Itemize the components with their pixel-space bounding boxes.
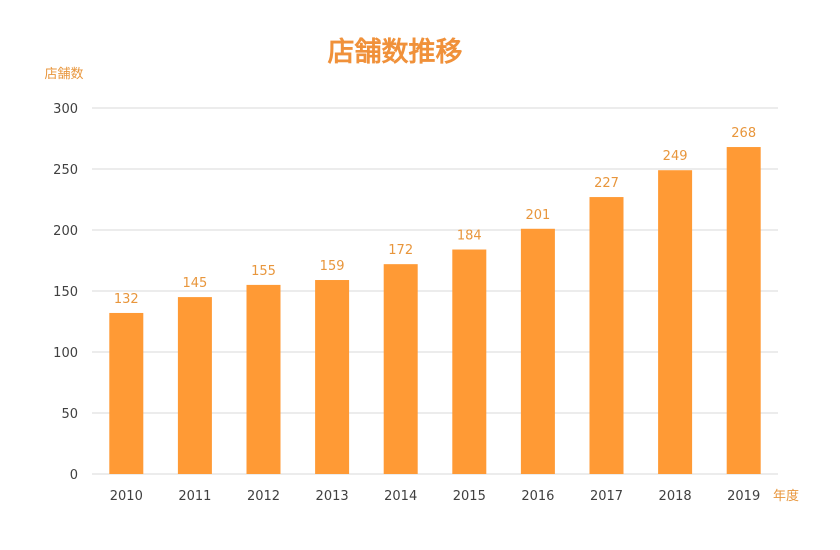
x-axis-unit-label: 年度 [773, 488, 799, 504]
x-tick-label-2010: 2010 [110, 489, 143, 504]
data-label-2015: 184 [457, 229, 482, 244]
bar-2013 [315, 280, 350, 474]
y-tick-label-200: 200 [53, 224, 78, 239]
bar-2012 [246, 284, 281, 474]
x-tick-label-2017: 2017 [590, 489, 623, 504]
data-labels: 132 145 155 159 172 184 201 227 249 268 [114, 126, 756, 307]
y-tick-label-150: 150 [53, 285, 78, 300]
data-label-2013: 159 [320, 259, 345, 274]
y-tick-label-250: 250 [53, 163, 78, 178]
data-label-2016: 201 [525, 208, 550, 223]
bar-2014 [383, 264, 418, 474]
x-tick-label-2013: 2013 [316, 489, 349, 504]
data-label-2014: 172 [388, 243, 413, 258]
x-tick-label-2016: 2016 [521, 489, 554, 504]
x-tick-label-2014: 2014 [384, 489, 417, 504]
x-tick-label-2012: 2012 [247, 489, 280, 504]
chart-title: 店舗数推移 [328, 37, 463, 68]
data-label-2011: 145 [182, 276, 207, 291]
bars [109, 147, 761, 475]
bar-2011 [177, 297, 212, 474]
x-tick-label-2018: 2018 [659, 489, 692, 504]
data-label-2010: 132 [114, 292, 139, 307]
bar-2017 [589, 197, 624, 474]
y-tick-label-0: 0 [70, 468, 78, 483]
data-label-2018: 249 [663, 149, 688, 164]
y-tick-label-300: 300 [53, 102, 78, 117]
x-axis-ticks: 2010 2011 2012 2013 2014 2015 2016 2017 2018 2019 [110, 489, 760, 504]
x-tick-label-2019: 2019 [727, 489, 760, 504]
data-label-2017: 227 [594, 176, 619, 191]
y-tick-label-50: 50 [61, 407, 78, 422]
bar-2010 [109, 312, 144, 474]
y-tick-label-100: 100 [53, 346, 78, 361]
x-tick-label-2015: 2015 [453, 489, 486, 504]
bar-2019 [726, 147, 761, 475]
y-axis-ticks: 0 50 100 150 200 250 300 [53, 102, 78, 483]
bar-2018 [658, 170, 693, 474]
data-label-2019: 268 [731, 126, 756, 141]
x-tick-label-2011: 2011 [178, 489, 211, 504]
y-axis-unit-label: 店舗数 [44, 67, 83, 82]
bar-2016 [520, 228, 555, 474]
bar-2015 [452, 249, 487, 474]
data-label-2012: 155 [251, 264, 276, 279]
